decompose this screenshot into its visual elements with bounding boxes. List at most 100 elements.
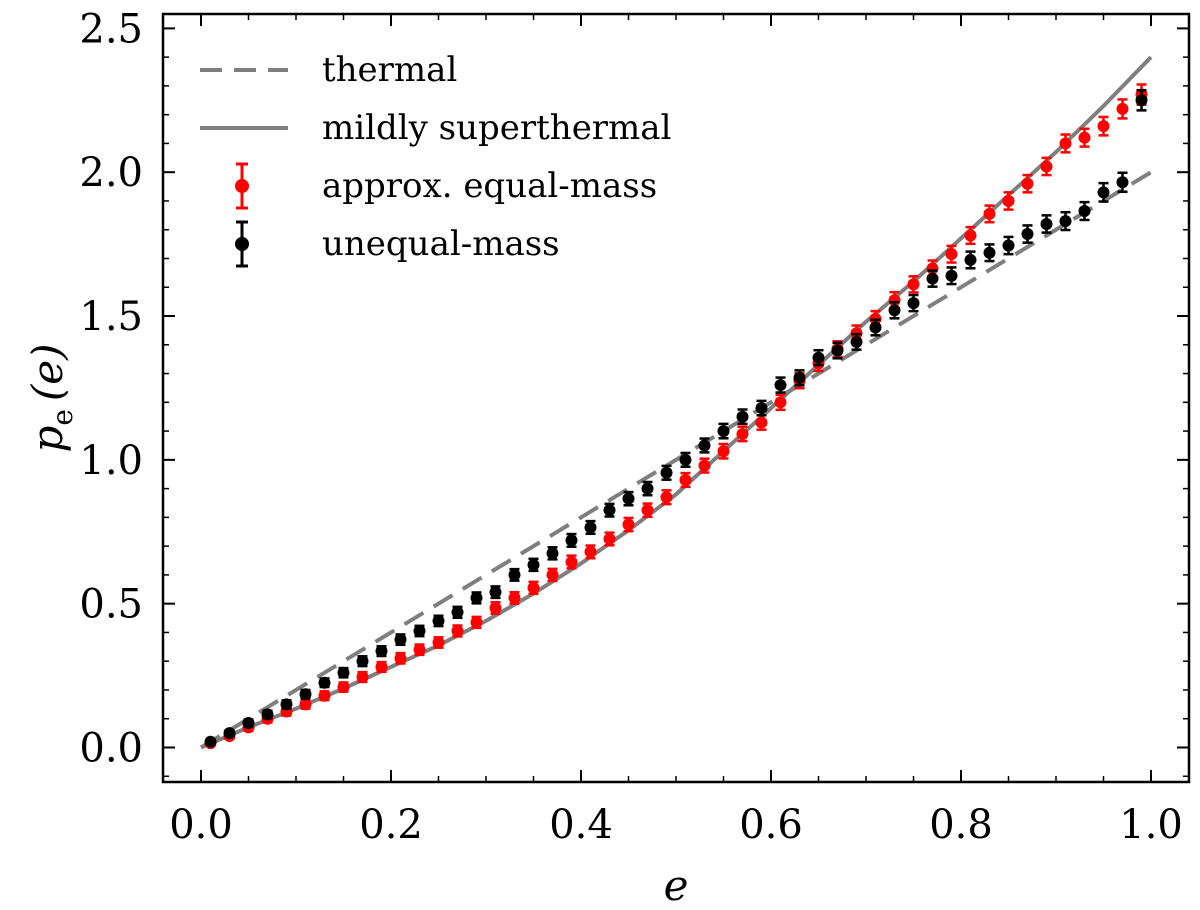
point-unequal-mass (432, 614, 445, 627)
legend-label: mildly superthermal (322, 108, 671, 148)
point-approx-equal-mass (299, 698, 312, 711)
point-approx-equal-mass (318, 689, 331, 702)
point-unequal-mass (850, 335, 863, 348)
point-approx-equal-mass (736, 427, 749, 440)
point-unequal-mass (394, 633, 407, 646)
point-approx-equal-mass (565, 555, 578, 568)
point-unequal-mass (888, 304, 901, 317)
legend: thermal mildly superthermal approx. equal-… (200, 50, 671, 268)
point-unequal-mass (1135, 94, 1148, 107)
point-approx-equal-mass (945, 248, 958, 261)
point-approx-equal-mass (489, 601, 502, 614)
point-unequal-mass (983, 246, 996, 259)
point-unequal-mass (223, 727, 236, 740)
point-unequal-mass (489, 586, 502, 599)
x-tick-label: 0.0 (169, 802, 233, 848)
point-unequal-mass (1078, 205, 1091, 218)
y-tick-label: 2.5 (79, 6, 143, 52)
model-curves (199, 55, 1153, 750)
point-approx-equal-mass (1002, 194, 1015, 207)
y-axis-label-main: p (23, 426, 72, 453)
x-axis-label: e (664, 861, 689, 910)
point-approx-equal-mass (622, 518, 635, 531)
point-unequal-mass (926, 272, 939, 285)
point-approx-equal-mass (717, 445, 730, 458)
y-tick-label: 0.5 (79, 582, 143, 628)
y-tick-label: 1.0 (79, 438, 143, 484)
point-unequal-mass (470, 591, 483, 604)
point-unequal-mass (717, 425, 730, 438)
point-unequal-mass (869, 321, 882, 334)
y-tick-label: 1.5 (79, 294, 143, 340)
y-axis-label-sub: e (46, 409, 79, 426)
point-unequal-mass (641, 482, 654, 495)
plot-frame (161, 12, 1191, 784)
point-unequal-mass (793, 371, 806, 384)
point-approx-equal-mass (451, 624, 464, 637)
point-approx-equal-mass (508, 591, 521, 604)
point-approx-equal-mass (470, 616, 483, 629)
point-unequal-mass (679, 453, 692, 466)
curve-thermal (199, 170, 1153, 750)
point-approx-equal-mass (546, 568, 559, 581)
point-approx-equal-mass (983, 207, 996, 220)
point-approx-equal-mass (1040, 160, 1053, 173)
legend-label: unequal-mass (322, 224, 560, 264)
point-unequal-mass (1116, 176, 1129, 189)
point-unequal-mass (622, 492, 635, 505)
point-approx-equal-mass (660, 491, 673, 504)
legend-swatch-marker (235, 179, 249, 193)
x-tick-label: 0.8 (929, 802, 993, 848)
point-approx-equal-mass (413, 643, 426, 656)
point-approx-equal-mass (1021, 177, 1034, 190)
data-points (204, 83, 1148, 750)
point-unequal-mass (736, 410, 749, 423)
point-approx-equal-mass (432, 636, 445, 649)
y-tick-label: 0.0 (79, 725, 143, 771)
point-unequal-mass (907, 297, 920, 310)
svg-text:pe(e): pe (e) (23, 343, 79, 452)
point-approx-equal-mass (394, 652, 407, 665)
point-unequal-mass (280, 698, 293, 711)
point-approx-equal-mass (337, 681, 350, 694)
point-unequal-mass (945, 269, 958, 282)
point-approx-equal-mass (1097, 120, 1110, 133)
point-approx-equal-mass (527, 581, 540, 594)
x-tick-label: 0.6 (739, 802, 803, 848)
point-unequal-mass (508, 568, 521, 581)
point-unequal-mass (755, 402, 768, 415)
tick-labels: 0.0 0.2 0.4 0.6 0.8 1.0 0.0 0.5 1.0 1.5 2.0 2.5 (79, 6, 1182, 848)
x-tick-label: 0.2 (359, 802, 423, 848)
point-unequal-mass (261, 708, 274, 721)
point-unequal-mass (451, 606, 464, 619)
point-unequal-mass (299, 688, 312, 701)
point-unequal-mass (812, 351, 825, 364)
legend-label: approx. equal-mass (322, 166, 657, 206)
point-unequal-mass (831, 344, 844, 357)
point-unequal-mass (660, 466, 673, 479)
point-approx-equal-mass (907, 278, 920, 291)
point-unequal-mass (413, 624, 426, 637)
point-unequal-mass (964, 253, 977, 266)
legend-swatch-marker (235, 237, 249, 251)
axis-ticks (163, 14, 1189, 782)
point-approx-equal-mass (774, 396, 787, 409)
point-unequal-mass (1021, 228, 1034, 241)
legend-label: thermal (322, 50, 457, 90)
y-axis-label-arg: (e) (23, 343, 72, 401)
point-unequal-mass (356, 655, 369, 668)
y-axis-label: pe (e) (23, 343, 79, 452)
point-unequal-mass (546, 547, 559, 560)
point-unequal-mass (1097, 186, 1110, 199)
point-approx-equal-mass (356, 671, 369, 684)
point-unequal-mass (1002, 239, 1015, 252)
point-approx-equal-mass (964, 229, 977, 242)
x-tick-label: 0.4 (549, 802, 613, 848)
point-unequal-mass (1040, 217, 1053, 230)
point-approx-equal-mass (375, 660, 388, 673)
point-approx-equal-mass (1078, 131, 1091, 144)
point-unequal-mass (584, 521, 597, 534)
point-unequal-mass (774, 379, 787, 392)
point-approx-equal-mass (584, 545, 597, 558)
